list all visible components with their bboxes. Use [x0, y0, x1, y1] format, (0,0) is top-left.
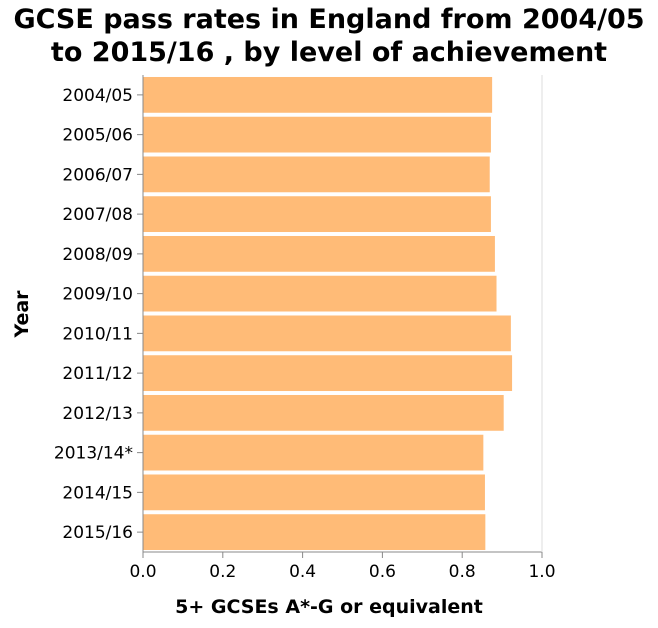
y-tick-label: 2009/10	[62, 285, 133, 305]
y-tick-label: 2007/08	[62, 205, 133, 225]
bar-2014/15	[143, 474, 485, 511]
y-tick-label: 2014/15	[62, 483, 133, 503]
bar-2012/13	[143, 394, 504, 431]
x-tick-label: 1.0	[528, 562, 555, 582]
x-tick-label: 0.8	[449, 562, 476, 582]
x-axis-title: 5+ GCSEs A*-G or equivalent	[175, 596, 483, 618]
y-axis-title: Year	[11, 290, 33, 339]
x-tick-label: 0.4	[289, 562, 316, 582]
bar-2009/10	[143, 275, 497, 312]
bar-2013/14*	[143, 434, 484, 471]
plot-area: 2004/05 2005/06 2006/07 2007/08 2008/09 2009/…	[54, 75, 556, 582]
bar-2015/16	[143, 514, 486, 551]
x-tick-label: 0.2	[209, 562, 236, 582]
x-tick-label: 0.0	[129, 562, 156, 582]
chart-title-line-1: GCSE pass rates in England from 2004/05	[13, 4, 644, 35]
y-tick-label: 2013/14*	[54, 444, 133, 464]
y-tick-label: 2015/16	[62, 523, 133, 543]
bar-2004/05	[143, 76, 493, 113]
chart-title-line-2: to 2015/16 , by level of achievement	[51, 37, 607, 68]
y-tick-label: 2008/09	[62, 245, 133, 265]
bar-2008/09	[143, 235, 495, 272]
y-tick-label: 2004/05	[62, 86, 133, 106]
y-tick-label: 2005/06	[62, 126, 133, 146]
bar-2007/08	[143, 196, 491, 233]
y-tick-label: 2010/11	[62, 324, 133, 344]
y-tick-label: 2006/07	[62, 165, 133, 185]
bar-2010/11	[143, 315, 511, 352]
y-tick-label: 2011/12	[62, 364, 133, 384]
y-tick-label: 2012/13	[62, 404, 133, 424]
bar-2005/06	[143, 116, 491, 153]
bar-2011/12	[143, 355, 513, 392]
bar-2006/07	[143, 156, 490, 193]
x-tick-label: 0.6	[369, 562, 396, 582]
